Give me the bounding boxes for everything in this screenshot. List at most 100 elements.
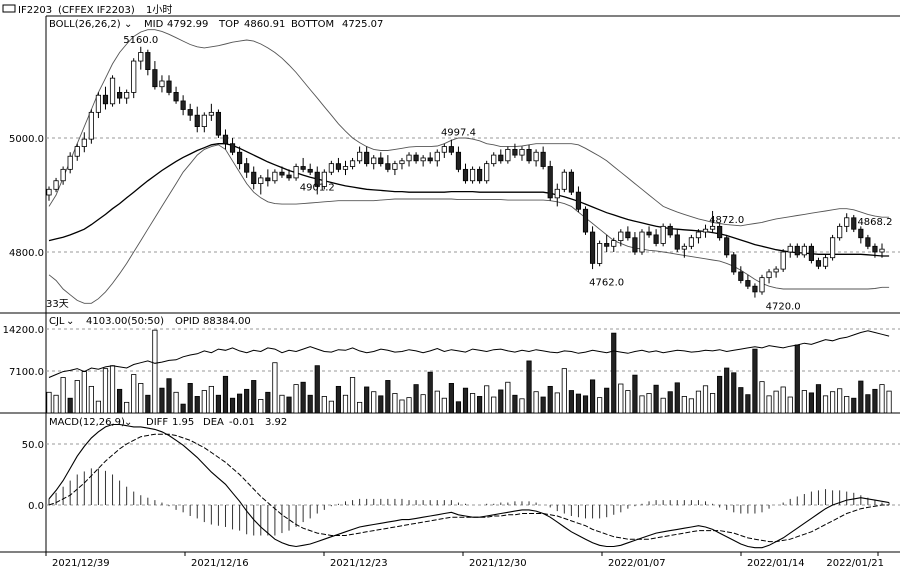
candle-body-up <box>787 245 793 253</box>
boll-indicator-label[interactable]: BOLL(26,26,2) <box>49 19 121 30</box>
candle <box>597 240 603 267</box>
candle-body-down <box>731 254 737 273</box>
candle-body-down <box>455 151 462 170</box>
candle-body-down <box>265 177 271 182</box>
volume-bar <box>561 368 567 414</box>
price-annotation: 4720.0 <box>766 302 801 313</box>
candle <box>498 149 504 164</box>
candle-body-down <box>547 166 553 199</box>
macd-indicator-label[interactable]: MACD(12,26,9) <box>49 417 125 428</box>
candle-body-up <box>201 114 207 127</box>
volume-bar <box>272 362 278 414</box>
candle-body-down <box>251 171 257 184</box>
candle-body-up <box>773 268 779 273</box>
candle-body-up <box>349 160 356 167</box>
candle-body-down <box>279 171 285 176</box>
candle-body-down <box>152 69 158 88</box>
volume-bar <box>505 381 511 414</box>
candle <box>505 146 511 164</box>
candle <box>738 266 744 284</box>
volume-bar <box>752 348 758 414</box>
candle-body-down <box>717 225 723 239</box>
volume-bar <box>413 384 419 414</box>
volume-bar <box>67 397 73 414</box>
volume-dropdown-icon[interactable]: ⌄ <box>66 316 74 327</box>
candle-body-up <box>208 111 214 116</box>
candle-body-up <box>434 151 440 162</box>
volume-tick-label: 14200.0 <box>3 325 44 336</box>
volume-bar <box>484 385 490 414</box>
period-label[interactable]: 1小时 <box>146 4 172 16</box>
candle <box>844 213 850 233</box>
candle <box>138 46 144 70</box>
candle <box>237 146 243 170</box>
x-tick-label: 2022/01/21 <box>826 558 884 569</box>
candle-body-down <box>653 234 659 244</box>
candle-body-up <box>53 180 59 190</box>
candle-body-down <box>385 163 391 170</box>
volume-indicator-label[interactable]: CJL <box>49 316 65 327</box>
candle <box>117 86 123 104</box>
candle <box>222 129 229 150</box>
candle <box>780 249 786 272</box>
candle-body-down <box>526 148 532 162</box>
candle <box>660 223 666 247</box>
volume-bar <box>321 396 327 414</box>
candle-body-down <box>413 154 419 162</box>
boll-dropdown-icon[interactable]: ⌄ <box>124 19 132 30</box>
volume-bar <box>208 385 214 414</box>
candle <box>865 234 871 250</box>
volume-bar <box>74 380 80 414</box>
candle <box>53 177 59 193</box>
candle <box>632 232 638 255</box>
volume-bar <box>717 375 723 414</box>
candle <box>801 243 807 258</box>
price-tick-label: 4800.0 <box>9 248 44 259</box>
candle-body-up <box>159 80 165 88</box>
candle-body-up <box>639 231 645 253</box>
candle <box>858 226 864 244</box>
volume-bar <box>822 395 829 414</box>
boll-bottom-label: BOTTOM <box>291 19 334 30</box>
symbol-label: IF2203 <box>18 5 52 16</box>
candle <box>208 103 214 121</box>
volume-bar <box>801 390 807 414</box>
price-plot: 5160.0 4901.2 4997.4 4762.0 4872.0 4720.0 4868… <box>46 29 892 313</box>
candle <box>681 243 687 258</box>
volume-bar <box>335 385 342 414</box>
candle <box>152 61 158 90</box>
macd-panel-header: MACD(12,26,9) ⌄ DIFF 1.95 DEA -0.01 3.92 <box>49 417 287 428</box>
macd-dropdown-icon[interactable]: ⌄ <box>124 417 132 428</box>
volume-bar <box>385 380 391 414</box>
boll-top-value: 4860.91 <box>244 19 285 30</box>
candle-body-down <box>589 231 596 264</box>
volume-bar <box>53 394 59 414</box>
volume-bar <box>851 397 857 414</box>
candle <box>74 143 80 161</box>
volume-bar <box>540 396 546 414</box>
candle-body-up <box>392 163 398 170</box>
candle-body-up <box>328 163 334 173</box>
candle-body-up <box>702 228 709 233</box>
volume-bar <box>88 385 94 414</box>
candle <box>413 152 419 164</box>
candle <box>166 75 172 96</box>
candle <box>300 157 306 173</box>
candle-body-up <box>272 171 278 182</box>
volume-bar <box>794 344 800 414</box>
volume-bar <box>95 400 102 414</box>
candle <box>462 163 469 184</box>
candle-body-down <box>448 146 454 153</box>
volume-bar <box>709 393 716 414</box>
candle <box>434 149 440 167</box>
candle <box>618 229 624 247</box>
volume-bar <box>498 389 504 414</box>
candle-body-up <box>67 155 73 170</box>
candle-body-up <box>321 171 327 187</box>
volume-bar <box>865 394 871 414</box>
candle-body-down <box>102 94 109 105</box>
macd-tick-label: 50.0 <box>22 440 44 451</box>
volume-bar <box>519 398 525 414</box>
volume-bar <box>646 393 652 414</box>
